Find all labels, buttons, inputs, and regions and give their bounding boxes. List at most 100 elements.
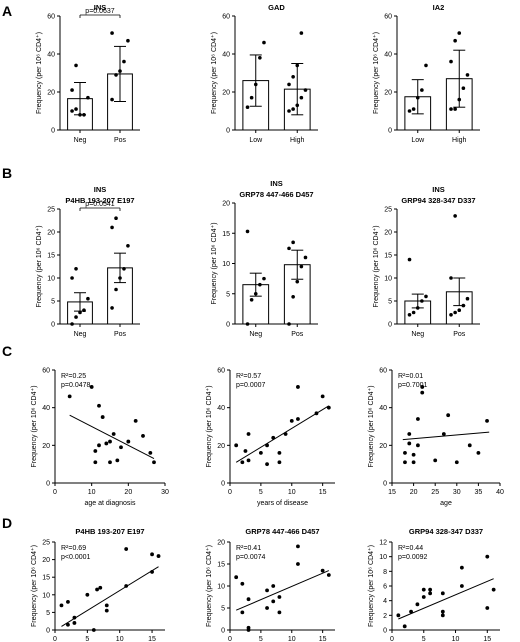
data-point [89, 385, 94, 389]
data-point [428, 591, 433, 596]
data-point [421, 587, 426, 592]
r-squared: R²=0.57 [236, 373, 261, 380]
chart-c2: 0 20 40 60 Frequency (per 10⁶ CD4⁺) 0 5 10 15 yea… [205, 368, 335, 507]
data-point [407, 109, 412, 113]
data-point [156, 554, 161, 558]
y-tick-label: 6 [383, 584, 387, 591]
data-point [461, 86, 466, 90]
y-tick-label: 40 [217, 405, 225, 412]
data-point [277, 595, 282, 599]
data-point [454, 460, 459, 465]
data-point [246, 458, 251, 463]
chart-subtitle: P4HB 193-207 E197 [65, 196, 134, 205]
chart-c3: 0 20 40 60 Frequency (per 10⁶ CD4⁺) 15 20 25 30 3… [367, 368, 504, 508]
x-tick-label: 10 [116, 636, 124, 642]
x-tick-label: 0 [53, 636, 57, 642]
chart-b1: INS P4HB 193-207 E197 0 5 10 15 20 25 Frequency … [35, 185, 140, 338]
y-tick-label: 10 [217, 584, 225, 591]
data-point [411, 452, 416, 457]
x-tick-label: 5 [422, 636, 426, 642]
data-point [485, 606, 490, 610]
data-point [104, 441, 109, 446]
data-point [95, 587, 99, 592]
x-tick-label: Low [411, 137, 425, 144]
data-point [440, 609, 445, 614]
y-tick-label: 60 [42, 368, 50, 375]
data-point [424, 63, 428, 68]
data-point [265, 462, 269, 467]
p-value: p=0.0074 [236, 554, 265, 561]
x-tick-label: Low [249, 137, 263, 144]
data-point [70, 88, 74, 92]
data-point [100, 415, 105, 419]
y-tick-label: 0 [388, 322, 392, 329]
chart-title: INS [94, 3, 107, 12]
y-tick-label: 60 [222, 14, 230, 21]
x-tick-label: 0 [390, 636, 394, 642]
data-point [446, 413, 451, 418]
data-point [234, 443, 239, 448]
chart-b3: INS GRP94 328-347 D337 0 5 10 15 20 25 Frequency… [372, 185, 480, 338]
regression-line [69, 414, 155, 459]
y-tick-label: 20 [222, 90, 230, 97]
x-tick-label: 5 [85, 636, 89, 642]
chart-title: GRP94 328-347 D337 [409, 527, 483, 536]
data-point [262, 276, 266, 281]
data-point [98, 585, 103, 590]
x-tick-label: 15 [388, 489, 396, 496]
data-point [246, 597, 251, 602]
data-point [465, 296, 470, 301]
x-tick-label: 15 [319, 636, 327, 642]
p-value: p<0.0001 [61, 554, 90, 561]
y-tick-label: 20 [47, 90, 55, 97]
data-point [126, 38, 130, 43]
data-point [407, 313, 412, 317]
data-point [126, 244, 130, 248]
data-point [287, 322, 291, 326]
y-tick-label: 20 [384, 230, 392, 237]
data-point [420, 385, 425, 389]
y-tick-label: 60 [384, 14, 392, 21]
x-tick-label: 15 [483, 636, 491, 642]
panel-label-D: D [2, 515, 12, 531]
p-value-annotation: p=0.0541 [85, 201, 114, 208]
data-point [70, 322, 74, 326]
x-tick-label: 10 [88, 489, 96, 496]
y-tick-label: 5 [51, 299, 55, 306]
regression-line [235, 570, 330, 611]
data-point [59, 603, 64, 608]
y-tick-label: 0 [226, 128, 230, 135]
y-tick-label: 60 [217, 368, 225, 375]
data-point [291, 75, 295, 79]
chart-title: GRP78 447-466 D457 [245, 527, 319, 536]
y-tick-label: 10 [222, 261, 230, 268]
data-point [91, 628, 96, 632]
data-point [110, 225, 114, 230]
y-tick-label: 15 [217, 562, 225, 569]
chart-d3: GRP94 328-347 D337 0 2 4 6 8 10 12 Frequency (pe… [367, 527, 500, 642]
regression-line [402, 431, 490, 441]
y-tick-label: 0 [51, 128, 55, 135]
y-tick-label: 60 [47, 14, 55, 21]
x-tick-label: 10 [288, 489, 296, 496]
y-tick-label: 5 [46, 610, 50, 617]
x-tick-label: High [290, 137, 305, 144]
data-point [97, 403, 101, 408]
p-value: p=0.0092 [398, 554, 427, 561]
y-tick-label: 20 [47, 230, 55, 237]
panel-label-A: A [2, 3, 12, 19]
y-axis-label: Frequency (per 10⁶ CD4⁺) [372, 32, 380, 114]
data-point [115, 458, 120, 463]
data-point [253, 82, 258, 87]
y-tick-label: 10 [47, 276, 55, 283]
x-tick-label: Neg [74, 137, 87, 144]
data-point [420, 299, 424, 303]
data-point [416, 443, 420, 448]
data-point [110, 97, 114, 102]
data-point [258, 450, 263, 455]
data-point [453, 214, 457, 218]
y-tick-label: 40 [379, 405, 387, 412]
x-tick-label: 20 [124, 489, 132, 496]
data-point [118, 276, 122, 280]
x-tick-label: 15 [148, 636, 156, 642]
